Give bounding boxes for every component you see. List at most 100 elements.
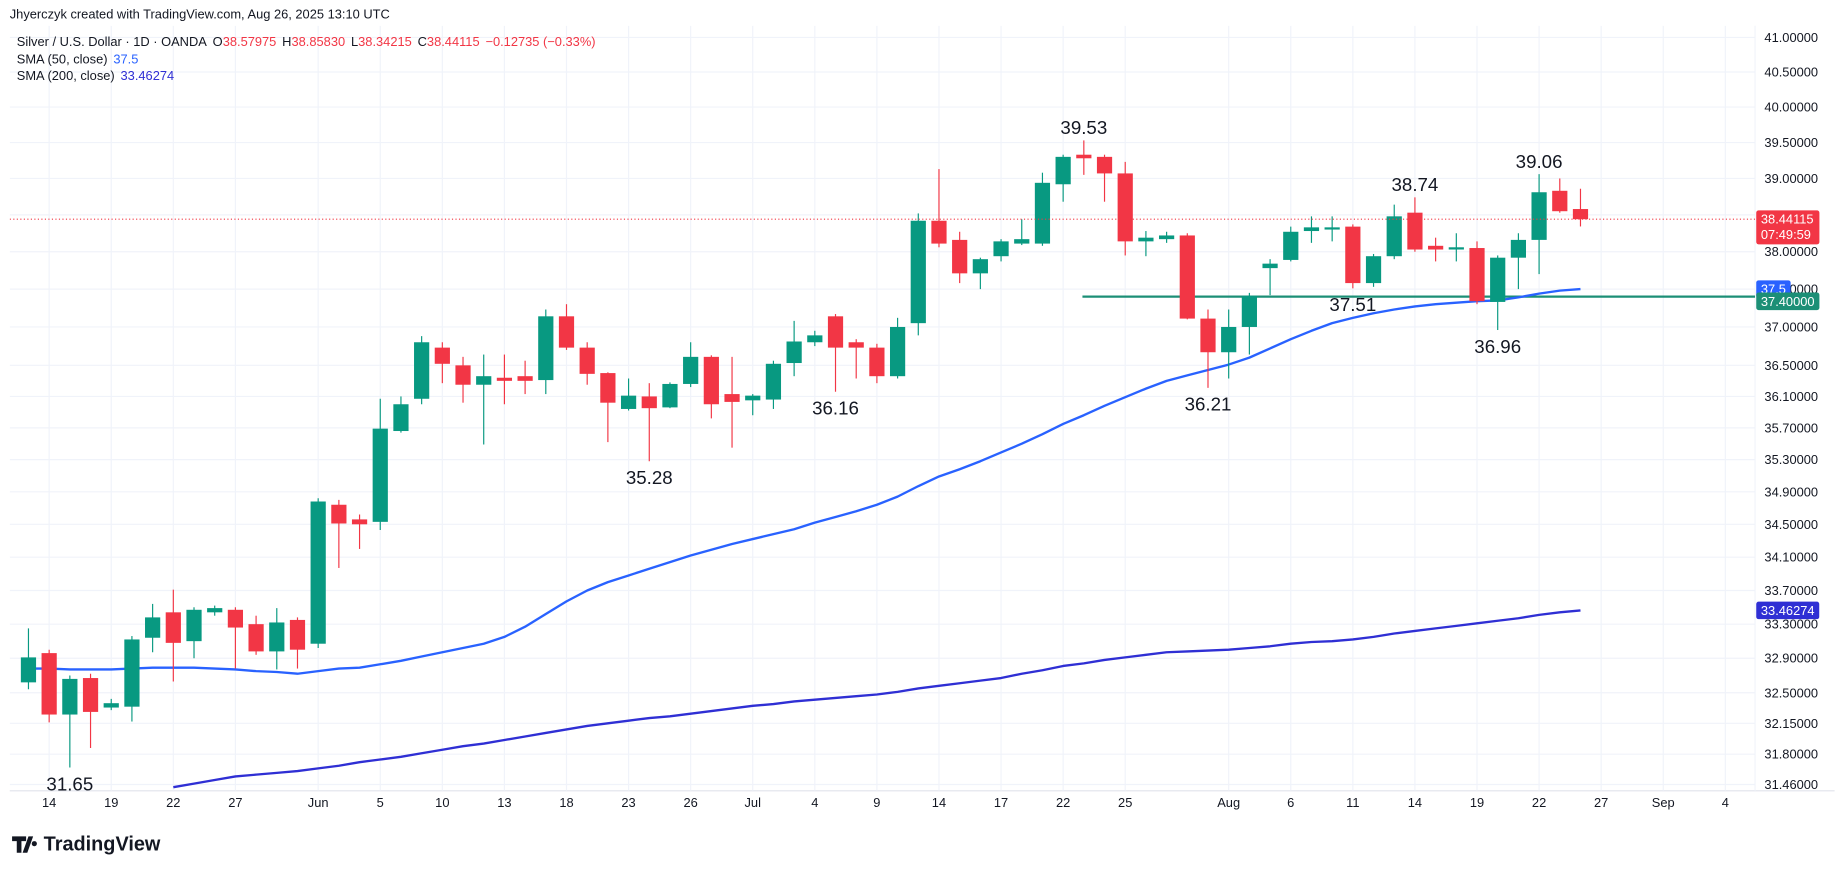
annotation: 36.16 — [812, 398, 859, 419]
candle — [1076, 140, 1092, 175]
ohlc-key: L — [351, 33, 358, 48]
candle-body — [683, 356, 699, 384]
y-tick-label: 40.50000 — [1764, 65, 1818, 80]
candle — [703, 355, 719, 419]
candle — [1531, 174, 1547, 275]
candle-body — [1345, 226, 1361, 284]
candle-body — [1386, 216, 1402, 257]
candle-body — [1117, 173, 1133, 242]
candle-body — [952, 239, 968, 274]
candle — [972, 257, 988, 290]
candle-body — [620, 395, 637, 409]
candle-body — [1552, 190, 1568, 212]
x-tick-label: 25 — [1118, 795, 1132, 810]
candle — [351, 514, 368, 549]
ohlc-value: 38.85830 — [291, 33, 345, 48]
candle-body — [1469, 248, 1485, 302]
x-tick-label: Jul — [745, 795, 761, 810]
candle — [476, 354, 492, 445]
x-tick-label: 26 — [683, 795, 697, 810]
candle-body — [745, 395, 761, 401]
candle — [145, 603, 161, 653]
candle — [331, 499, 347, 568]
candle-body — [972, 259, 988, 274]
annotation: 39.06 — [1516, 151, 1563, 172]
tradingview-logo: TradingView — [12, 834, 161, 856]
hline-price-tag-bg — [1756, 292, 1820, 311]
candle — [724, 356, 740, 448]
annotation: 31.65 — [46, 773, 93, 794]
candle-body — [1531, 192, 1547, 240]
x-tick-label: 4 — [811, 795, 818, 810]
x-tick-label: 18 — [559, 795, 573, 810]
candle-body — [724, 394, 740, 402]
y-tick-label: 38.00000 — [1764, 244, 1818, 259]
x-tick-label: 19 — [1470, 795, 1484, 810]
candle-body — [538, 316, 554, 381]
candle-body — [786, 341, 802, 364]
y-tick-label: 32.90000 — [1764, 651, 1818, 666]
y-tick-label: 41.00000 — [1764, 30, 1818, 45]
candle — [538, 309, 554, 395]
candle — [496, 354, 513, 405]
y-tick-label: 31.80000 — [1764, 747, 1818, 762]
candle-body — [1490, 257, 1506, 302]
candle — [558, 304, 575, 350]
candle-body — [1407, 212, 1423, 250]
candle-body — [1572, 209, 1589, 220]
change: −0.12735 (−0.33%) — [485, 33, 595, 48]
credit: Jhyerczyk created with TradingView.com, … — [10, 7, 390, 22]
candle-body — [993, 241, 1009, 257]
candle — [1324, 216, 1340, 242]
candle — [455, 356, 471, 403]
candle — [683, 342, 699, 388]
y-tick-label: 35.70000 — [1764, 420, 1818, 435]
candle — [310, 498, 326, 648]
annotation: 35.28 — [626, 467, 673, 488]
candle — [1345, 224, 1361, 289]
candle-body — [1283, 231, 1299, 260]
x-tick-label: Jun — [308, 795, 329, 810]
y-tick-label: 36.50000 — [1764, 358, 1818, 373]
candle-body — [434, 347, 450, 364]
candle-body — [455, 365, 471, 385]
candle — [827, 314, 844, 392]
candle — [952, 231, 968, 284]
candle-body — [103, 703, 119, 708]
candle — [910, 213, 926, 336]
candle-body — [662, 383, 678, 408]
candle-body — [1221, 326, 1237, 353]
candle — [1221, 309, 1237, 379]
candle — [1055, 154, 1071, 202]
hline-price-tag-text: 37.40000 — [1761, 294, 1815, 309]
y-tick-label: 40.00000 — [1764, 100, 1818, 115]
y-tick-label: 31.46000 — [1764, 777, 1818, 792]
candle — [1407, 197, 1423, 252]
candle-body — [1324, 227, 1340, 230]
candle-body — [248, 624, 264, 652]
candle — [786, 320, 802, 377]
x-tick-label: Aug — [1217, 795, 1240, 810]
candle — [269, 608, 285, 670]
candle — [1490, 255, 1506, 331]
candle-body — [1159, 235, 1175, 240]
y-tick-label: 36.10000 — [1764, 389, 1818, 404]
y-tick-label: 37.00000 — [1764, 319, 1818, 334]
candle — [1572, 188, 1589, 227]
candle — [620, 378, 637, 411]
candle — [372, 398, 388, 531]
legend-value: 33.46274 — [121, 67, 175, 82]
ohlc-key: C — [418, 33, 427, 48]
sma-line — [28, 287, 1581, 675]
y-tick-label: 35.30000 — [1764, 452, 1818, 467]
candle-body — [289, 619, 306, 650]
hline-price-tag: 37.40000 — [1756, 292, 1820, 311]
candle — [1552, 178, 1568, 213]
ohlc-key: O — [213, 33, 223, 48]
candle-body — [1200, 318, 1216, 353]
x-tick-label: 14 — [42, 795, 56, 810]
legend-entry: SMA (200, close) 33.46274 — [17, 67, 174, 82]
